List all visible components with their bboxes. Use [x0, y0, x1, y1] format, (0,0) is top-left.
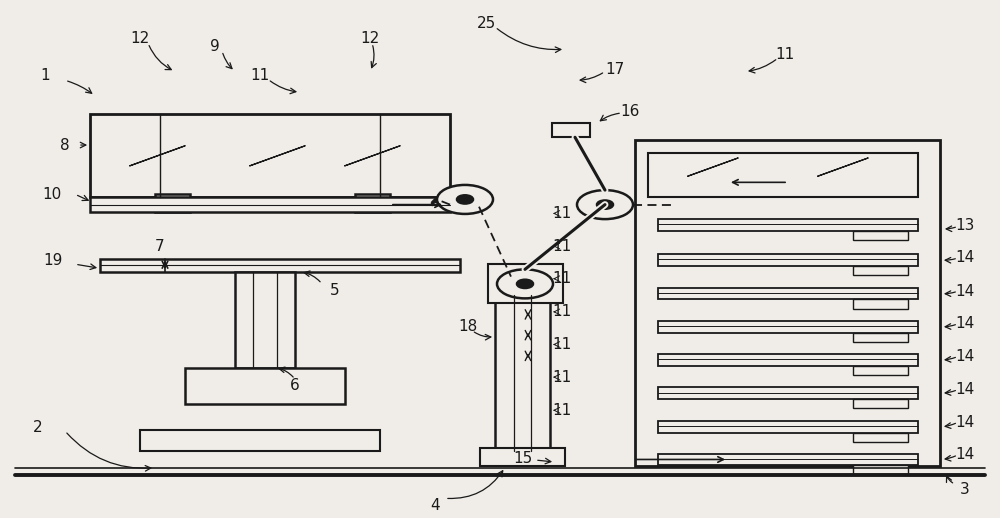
Text: 19: 19 [43, 253, 63, 267]
Circle shape [457, 195, 473, 204]
Text: 11: 11 [552, 403, 572, 418]
Bar [658, 321, 918, 333]
Text: 25: 25 [477, 16, 497, 31]
Bar [853, 333, 908, 342]
Circle shape [577, 190, 633, 219]
Text: 11: 11 [552, 271, 572, 286]
Bar [853, 465, 908, 474]
Text: 18: 18 [458, 319, 478, 334]
Bar [635, 140, 940, 466]
Bar [90, 197, 450, 212]
Text: 14: 14 [955, 284, 975, 298]
Text: 16: 16 [620, 104, 640, 119]
Text: 11: 11 [250, 68, 270, 82]
Bar [140, 430, 380, 451]
Bar [658, 387, 918, 399]
Bar [480, 448, 565, 466]
Text: 11: 11 [552, 305, 572, 319]
Text: 14: 14 [955, 251, 975, 265]
Text: 1: 1 [40, 68, 50, 82]
Bar [658, 288, 918, 299]
Bar [853, 433, 908, 442]
Circle shape [597, 200, 613, 209]
Bar [853, 266, 908, 275]
Bar [853, 231, 908, 240]
Text: 12: 12 [130, 32, 150, 46]
Text: 10: 10 [42, 187, 62, 202]
Text: 14: 14 [955, 349, 975, 364]
Bar [488, 264, 563, 303]
Bar [552, 123, 590, 137]
Text: 4: 4 [430, 498, 440, 512]
Text: 2: 2 [33, 420, 43, 435]
Text: 6: 6 [290, 379, 300, 393]
Bar [658, 454, 918, 465]
Bar [100, 259, 460, 272]
Bar [658, 219, 918, 231]
Text: 13: 13 [955, 218, 975, 233]
Text: 12: 12 [360, 32, 380, 46]
Bar [355, 194, 390, 212]
Text: 14: 14 [955, 382, 975, 397]
Bar [648, 153, 918, 197]
Text: 14: 14 [955, 316, 975, 331]
Text: 9: 9 [210, 39, 220, 54]
Text: 17: 17 [605, 63, 625, 77]
Text: 5: 5 [330, 283, 340, 297]
Text: 14: 14 [955, 415, 975, 429]
Circle shape [437, 185, 493, 214]
Text: 11: 11 [552, 337, 572, 352]
Circle shape [497, 269, 553, 298]
Bar [658, 254, 918, 266]
Bar [235, 272, 295, 368]
Bar [853, 366, 908, 375]
Bar [495, 295, 550, 451]
Text: 11: 11 [775, 47, 795, 62]
Circle shape [517, 280, 533, 288]
Bar [658, 354, 918, 366]
Text: 8: 8 [60, 138, 70, 152]
Text: 11: 11 [552, 370, 572, 384]
Bar [155, 194, 190, 212]
Bar [853, 299, 908, 309]
Text: 11: 11 [552, 239, 572, 253]
Bar [853, 399, 908, 408]
Text: 14: 14 [955, 448, 975, 462]
Bar [658, 421, 918, 433]
Text: 3: 3 [960, 482, 970, 497]
Text: 7: 7 [155, 239, 165, 253]
Bar [90, 114, 450, 197]
Text: 11: 11 [552, 206, 572, 221]
Text: 15: 15 [513, 451, 533, 466]
Bar [185, 368, 345, 404]
